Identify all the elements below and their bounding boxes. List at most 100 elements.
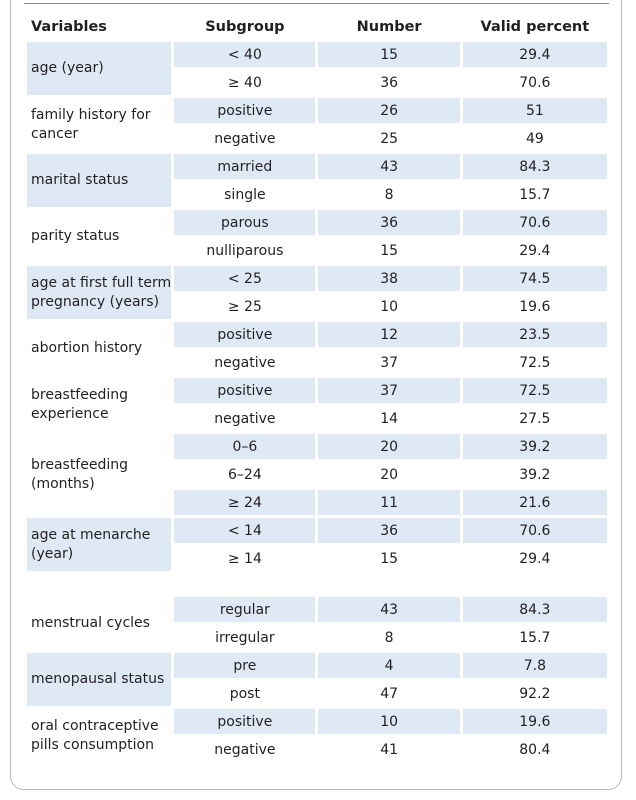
subgroup-cell: irregular xyxy=(215,629,275,646)
table-row: breastfeeding (months) 0–6 20 39.2 xyxy=(27,434,607,492)
number-cell: 8 xyxy=(384,629,394,646)
table-row: post 47 92.2 xyxy=(27,681,607,706)
subgroup-cell: married xyxy=(174,154,316,179)
number-cell: 37 xyxy=(318,378,460,403)
number-cell: 26 xyxy=(318,98,460,123)
spacer-cell xyxy=(27,574,607,594)
subgroup-cell: ≥ 14 xyxy=(227,550,262,567)
subgroup-cell: post xyxy=(229,685,260,702)
percent-cell: 19.6 xyxy=(462,709,607,734)
subgroup-cell: ≥ 25 xyxy=(227,298,262,315)
subgroup-cell: < 25 xyxy=(174,266,316,291)
table-frame xyxy=(10,0,622,790)
variable-cell: age at menarche (year) xyxy=(27,518,172,571)
number-cell: 36 xyxy=(318,518,460,543)
percent-cell: 72.5 xyxy=(519,354,551,371)
variable-cell: family history for cancer xyxy=(31,106,151,142)
table-row: abortion history positive 12 23.5 xyxy=(27,322,607,356)
table-row: nulliparous 15 29.4 xyxy=(27,238,607,263)
table-row: negative 41 80.4 xyxy=(27,737,607,762)
table-row: ≥ 40 36 70.6 xyxy=(27,70,607,95)
variable-cell: age (year) xyxy=(27,42,172,95)
number-cell: 14 xyxy=(380,410,399,427)
subgroup-cell: < 40 xyxy=(174,42,316,67)
number-cell: 20 xyxy=(380,466,399,483)
subgroup-cell: ≥ 24 xyxy=(174,490,316,515)
percent-cell: 70.6 xyxy=(519,74,551,91)
table-row: ≥ 24 11 21.6 xyxy=(27,490,607,515)
subgroup-cell: 0–6 xyxy=(174,434,316,459)
table-row: age at first full term pregnancy (years)… xyxy=(27,266,607,319)
subgroup-cell: positive xyxy=(174,378,316,403)
number-cell: 10 xyxy=(318,709,460,734)
variable-cell: abortion history xyxy=(31,340,143,356)
percent-cell: 15.7 xyxy=(519,186,551,203)
number-cell: 8 xyxy=(384,186,394,203)
table-row: negative 37 72.5 xyxy=(27,350,607,375)
table-row: breastfeeding experience positive 37 72.5 xyxy=(27,378,607,422)
variable-cell: marital status xyxy=(27,154,172,207)
variable-cell: breastfeeding (months) xyxy=(31,456,129,492)
number-cell: 20 xyxy=(318,434,460,459)
header-valid-percent: Valid percent xyxy=(480,18,590,35)
percent-cell: 74.5 xyxy=(462,266,607,291)
number-cell: 10 xyxy=(380,298,399,315)
variable-cell: age at first full term pregnancy (years) xyxy=(27,266,172,319)
table-row: negative 25 49 xyxy=(27,126,607,151)
percent-cell: 72.5 xyxy=(462,378,607,403)
subgroup-cell: positive xyxy=(174,322,316,347)
number-cell: 43 xyxy=(318,154,460,179)
subgroup-cell: negative xyxy=(214,354,276,371)
number-cell: 15 xyxy=(380,242,399,259)
spacer-row xyxy=(27,574,607,594)
table-row: single 8 15.7 xyxy=(27,182,607,207)
table-row: family history for cancer positive 26 51 xyxy=(27,98,607,142)
table-row: marital status married 43 84.3 xyxy=(27,154,607,207)
percent-cell: 70.6 xyxy=(462,210,607,235)
percent-cell: 23.5 xyxy=(462,322,607,347)
percent-cell: 84.3 xyxy=(462,154,607,179)
percent-cell: 27.5 xyxy=(519,410,551,427)
table-row: age (year) < 40 15 29.4 xyxy=(27,42,607,95)
percent-cell: 7.8 xyxy=(462,653,607,678)
percent-cell: 29.4 xyxy=(519,242,551,259)
percent-cell: 19.6 xyxy=(519,298,551,315)
percent-cell: 21.6 xyxy=(462,490,607,515)
number-cell: 12 xyxy=(318,322,460,347)
table-row: menopausal status pre 4 7.8 xyxy=(27,653,607,706)
table-row: menstrual cycles regular 43 84.3 xyxy=(27,597,607,631)
subgroup-cell: negative xyxy=(214,410,276,427)
percent-cell: 29.4 xyxy=(519,550,551,567)
table-row: irregular 8 15.7 xyxy=(27,625,607,650)
table-row: 6–24 20 39.2 xyxy=(27,462,607,487)
data-table: Variables Subgroup Number Valid percent … xyxy=(24,11,610,765)
percent-cell: 49 xyxy=(525,130,544,147)
percent-cell: 80.4 xyxy=(519,741,551,758)
table-body: age (year) < 40 15 29.4 ≥ 40 36 70.6 family his… xyxy=(27,42,607,762)
percent-cell: 70.6 xyxy=(462,518,607,543)
subgroup-cell: single xyxy=(224,186,266,203)
number-cell: 4 xyxy=(318,653,460,678)
table-row: age at menarche (year) < 14 36 70.6 xyxy=(27,518,607,571)
subgroup-cell: regular xyxy=(174,597,316,622)
header-number: Number xyxy=(356,18,422,35)
percent-cell: 84.3 xyxy=(462,597,607,622)
number-cell: 25 xyxy=(380,130,399,147)
subgroup-cell: negative xyxy=(214,130,276,147)
percent-cell: 15.7 xyxy=(519,629,551,646)
subgroup-cell: positive xyxy=(174,98,316,123)
number-cell: 37 xyxy=(380,354,399,371)
table-row: negative 14 27.5 xyxy=(27,406,607,431)
header-row: Variables Subgroup Number Valid percent xyxy=(27,14,607,39)
subgroup-cell: positive xyxy=(174,709,316,734)
header-variables: Variables xyxy=(31,18,107,35)
table-row: ≥ 14 15 29.4 xyxy=(27,546,607,571)
percent-cell: 29.4 xyxy=(462,42,607,67)
subgroup-cell: 6–24 xyxy=(228,466,262,483)
subgroup-cell: parous xyxy=(174,210,316,235)
percent-cell: 39.2 xyxy=(462,434,607,459)
table-row: ≥ 25 10 19.6 xyxy=(27,294,607,319)
number-cell: 47 xyxy=(380,685,399,702)
number-cell: 41 xyxy=(380,741,399,758)
percent-cell: 39.2 xyxy=(519,466,551,483)
